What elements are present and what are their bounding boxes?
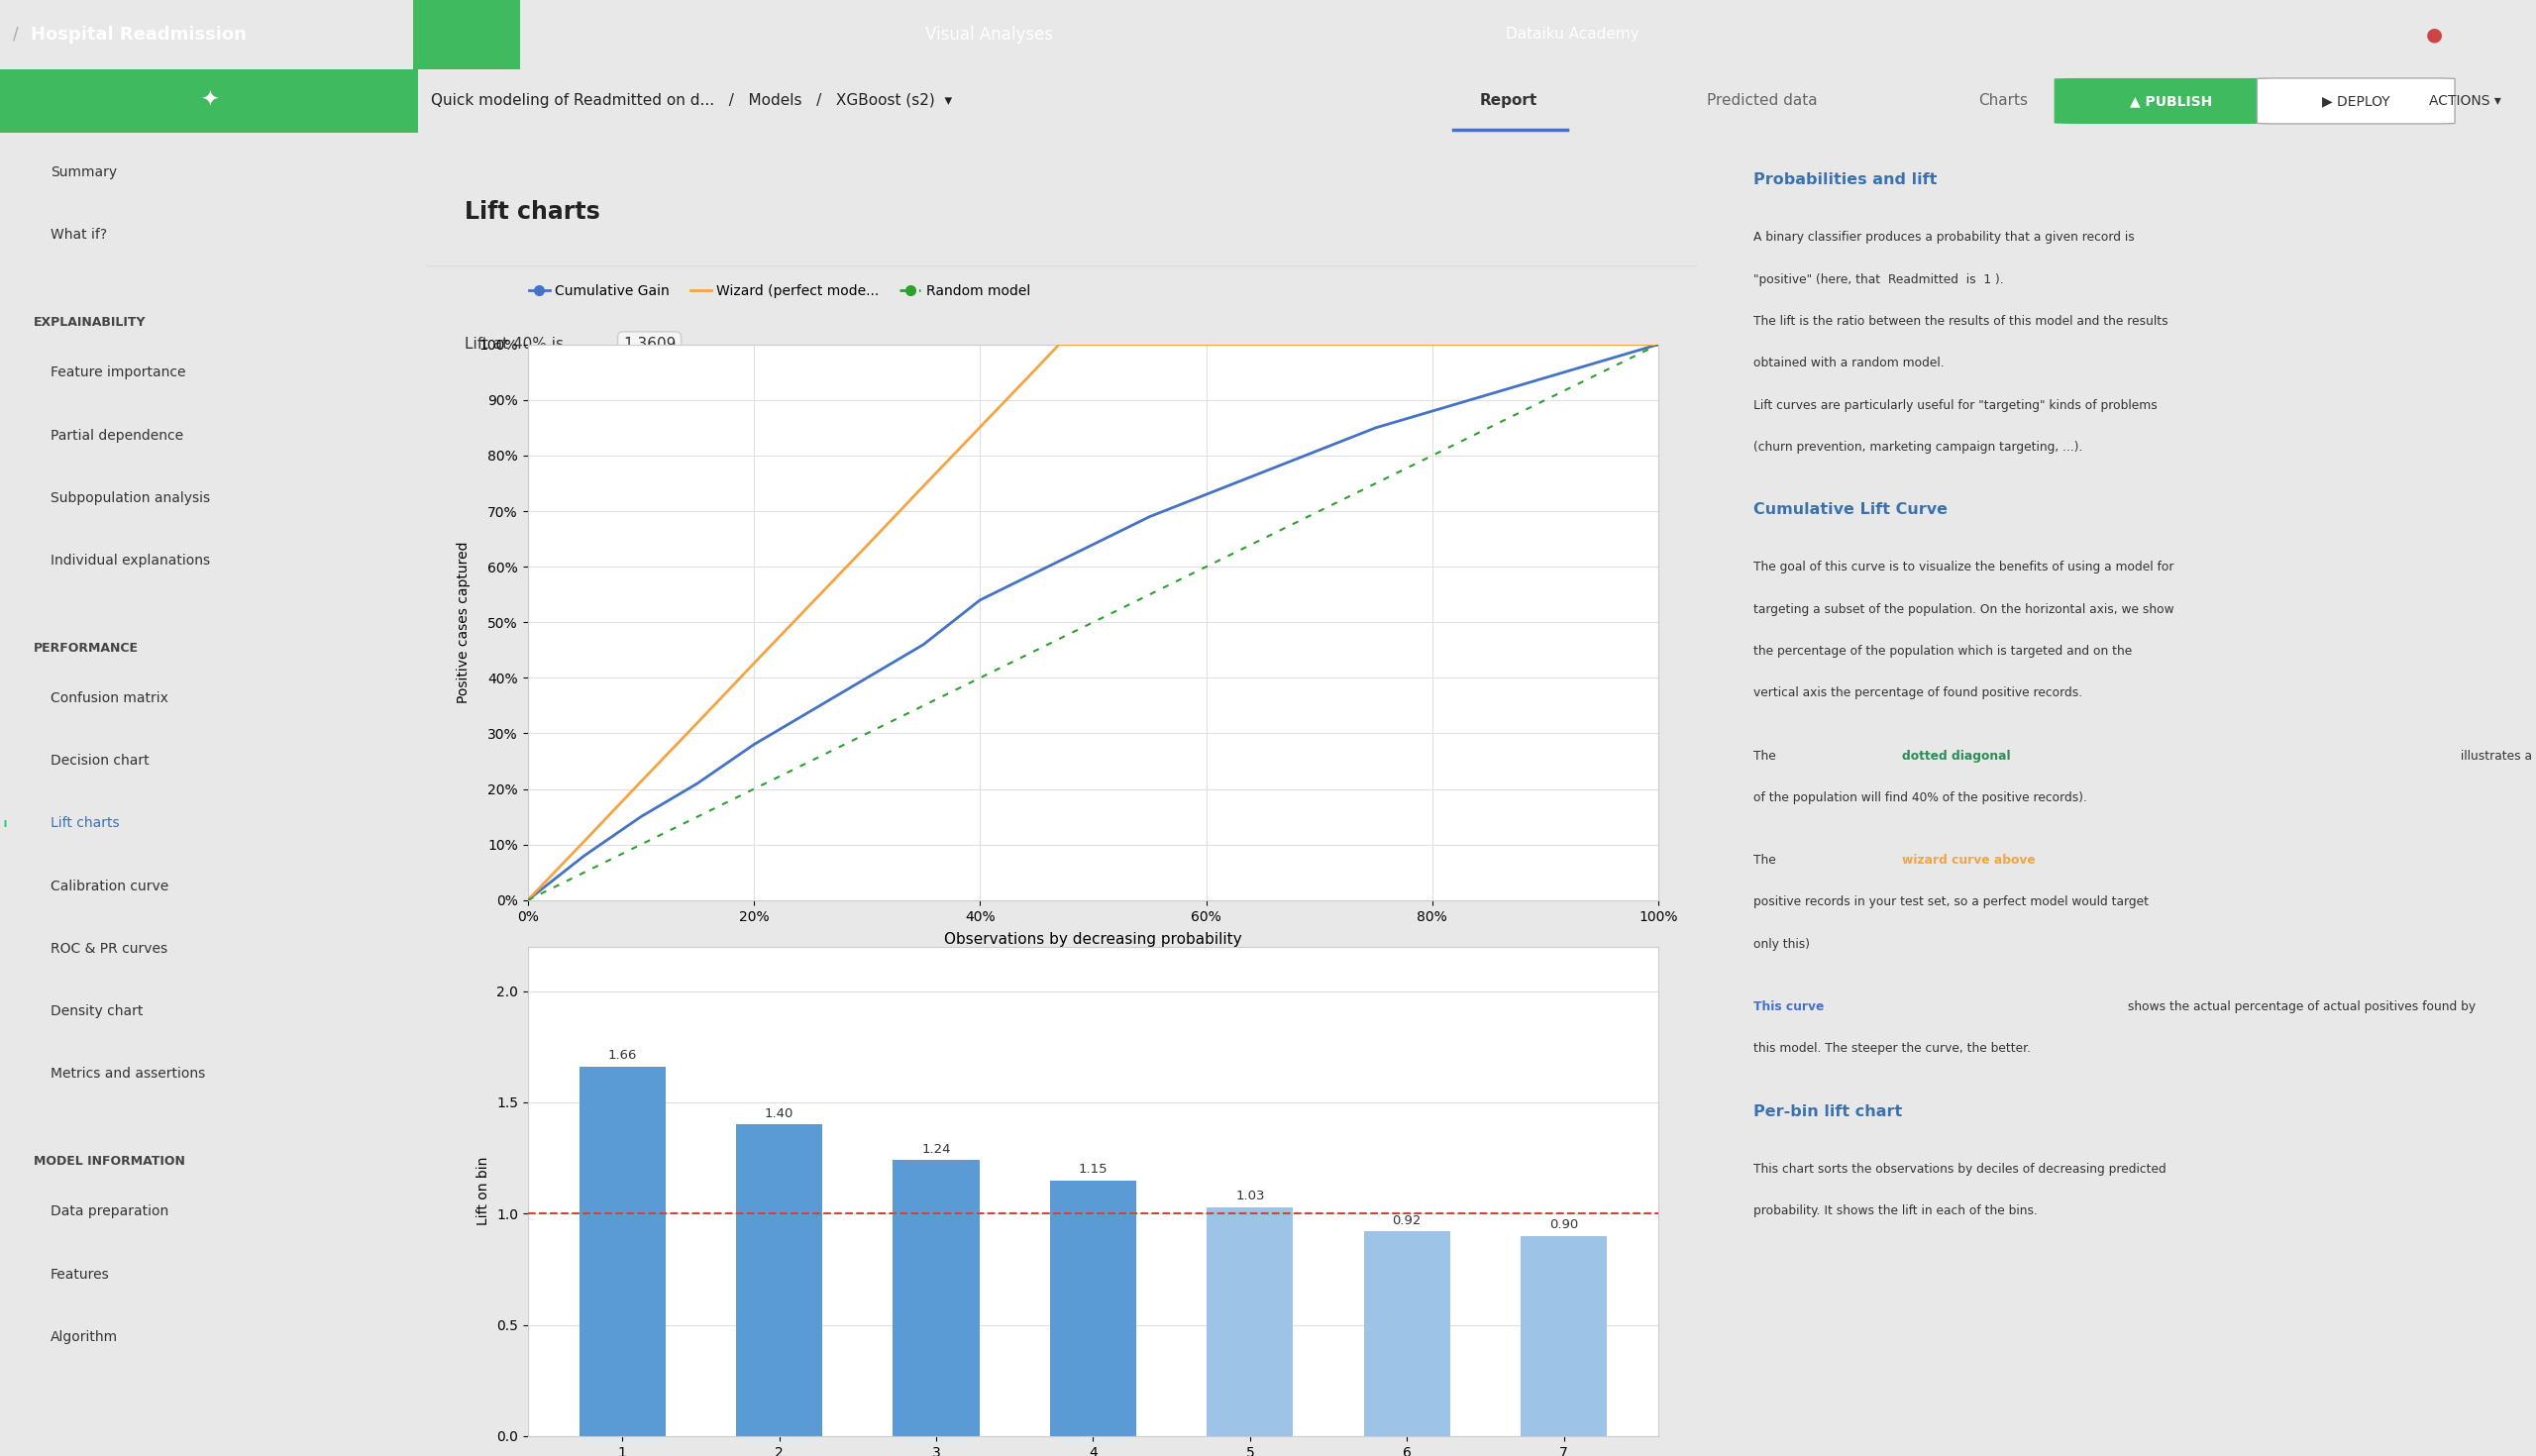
Text: ROC & PR curves: ROC & PR curves	[51, 942, 167, 955]
Text: Partial dependence: Partial dependence	[51, 428, 183, 443]
Text: "positive" (here, that  Readmitted  is  1 ).: "positive" (here, that Readmitted is 1 )…	[1755, 274, 2003, 285]
Text: positive records in your test set, so a perfect model would target: positive records in your test set, so a …	[1755, 895, 2148, 909]
Text: The: The	[1755, 750, 1780, 761]
Text: Summary: Summary	[51, 166, 117, 179]
Text: Calibration curve: Calibration curve	[51, 879, 167, 893]
Text: Decision chart: Decision chart	[51, 754, 150, 767]
Text: wizard curve above: wizard curve above	[1902, 855, 2034, 866]
Text: Lift charts: Lift charts	[464, 199, 598, 224]
Text: PERFORMANCE: PERFORMANCE	[33, 642, 139, 655]
Text: ▶ DEPLOY: ▶ DEPLOY	[2323, 95, 2389, 108]
Text: 1.3609: 1.3609	[624, 336, 677, 352]
Y-axis label: Positive cases captured: Positive cases captured	[456, 542, 472, 703]
Bar	[0, 70, 418, 132]
Text: Feature importance: Feature importance	[51, 365, 185, 380]
Text: Dataiku Academy: Dataiku Academy	[1506, 28, 1638, 42]
Text: 0.92: 0.92	[1392, 1214, 1423, 1227]
Text: Charts: Charts	[1978, 93, 2029, 108]
Text: 1.15: 1.15	[1078, 1163, 1108, 1176]
Text: ●: ●	[2427, 25, 2442, 44]
Text: The: The	[1755, 855, 1780, 866]
Text: Subpopulation analysis: Subpopulation analysis	[51, 491, 210, 505]
Bar	[893, 1160, 979, 1436]
X-axis label: Observations by decreasing probability: Observations by decreasing probability	[943, 932, 1243, 946]
Text: 0.90: 0.90	[1549, 1219, 1577, 1232]
Bar	[1050, 1181, 1136, 1436]
Text: Hospital Readmission: Hospital Readmission	[30, 26, 246, 44]
Text: The lift is the ratio between the results of this model and the results: The lift is the ratio between the result…	[1755, 314, 2168, 328]
Text: Features: Features	[51, 1268, 109, 1281]
Text: probability. It shows the lift in each of the bins.: probability. It shows the lift in each o…	[1755, 1204, 2039, 1217]
Bar	[1364, 1232, 1451, 1436]
Text: Probabilities and lift: Probabilities and lift	[1755, 173, 1938, 188]
Text: ▲ PUBLISH: ▲ PUBLISH	[2130, 95, 2211, 108]
Text: the percentage of the population which is targeted and on the: the percentage of the population which i…	[1755, 645, 2133, 658]
Legend: Cumulative Gain, Wizard (perfect mode..., Random model: Cumulative Gain, Wizard (perfect mode...…	[522, 280, 1035, 304]
Text: obtained with a random model.: obtained with a random model.	[1755, 357, 1945, 370]
Text: illustrates a random model (i.e., targeting 40%: illustrates a random model (i.e., target…	[2457, 750, 2536, 761]
Text: This chart sorts the observations by deciles of decreasing predicted: This chart sorts the observations by dec…	[1755, 1163, 2166, 1175]
Text: Report: Report	[1481, 93, 1537, 108]
Text: Lift at 40% is: Lift at 40% is	[464, 336, 573, 352]
Text: Confusion matrix: Confusion matrix	[51, 692, 167, 705]
Text: ACTIONS ▾: ACTIONS ▾	[2429, 95, 2500, 108]
Text: Data preparation: Data preparation	[51, 1206, 167, 1219]
Text: Density chart: Density chart	[51, 1005, 142, 1018]
Text: Lift curves are particularly useful for "targeting" kinds of problems: Lift curves are particularly useful for …	[1755, 399, 2158, 412]
Text: .: .	[725, 336, 730, 352]
Text: A binary classifier produces a probability that a given record is: A binary classifier produces a probabili…	[1755, 232, 2135, 245]
Text: (churn prevention, marketing campaign targeting, ...).: (churn prevention, marketing campaign ta…	[1755, 441, 2082, 454]
Text: The goal of this curve is to visualize the benefits of using a model for: The goal of this curve is to visualize t…	[1755, 561, 2173, 574]
Text: Algorithm: Algorithm	[51, 1331, 117, 1344]
FancyBboxPatch shape	[2054, 79, 2287, 124]
Text: MODEL INFORMATION: MODEL INFORMATION	[33, 1155, 185, 1168]
Text: only this): only this)	[1755, 938, 1811, 951]
Text: targeting a subset of the population. On the horizontal axis, we show: targeting a subset of the population. On…	[1755, 603, 2173, 616]
Bar	[413, 0, 520, 70]
Text: What if?: What if?	[51, 229, 107, 242]
Text: 1.24: 1.24	[921, 1143, 951, 1156]
Bar	[578, 1067, 664, 1436]
Text: EXPLAINABILITY: EXPLAINABILITY	[33, 316, 147, 329]
Text: Metrics and assertions: Metrics and assertions	[51, 1067, 205, 1080]
Text: dotted diagonal: dotted diagonal	[1902, 750, 2011, 761]
Y-axis label: Lift on bin: Lift on bin	[477, 1158, 492, 1226]
Text: Cumulative Lift Curve: Cumulative Lift Curve	[1755, 502, 1948, 517]
Text: Lift charts: Lift charts	[51, 817, 119, 830]
Text: ✦: ✦	[200, 92, 218, 111]
Text: This curve: This curve	[1755, 1000, 1823, 1013]
Text: 1.66: 1.66	[609, 1050, 637, 1063]
Text: Per-bin lift chart: Per-bin lift chart	[1755, 1104, 1902, 1118]
Text: shows the actual percentage of actual positives found by: shows the actual percentage of actual po…	[2123, 1000, 2475, 1013]
Text: Visual Analyses: Visual Analyses	[926, 26, 1052, 44]
FancyBboxPatch shape	[2257, 79, 2455, 124]
Text: this model. The steeper the curve, the better.: this model. The steeper the curve, the b…	[1755, 1042, 2031, 1056]
Text: of the population will find 40% of the positive records).: of the population will find 40% of the p…	[1755, 791, 2087, 804]
Text: Quick modeling of Readmitted on d...   /   Models   /   XGBoost (s2)  ▾: Quick modeling of Readmitted on d... / M…	[431, 93, 954, 108]
Bar	[1207, 1207, 1293, 1436]
Bar	[1522, 1236, 1608, 1436]
Text: Individual explanations: Individual explanations	[51, 553, 210, 568]
Text: 1.03: 1.03	[1235, 1190, 1265, 1203]
Text: 1.40: 1.40	[766, 1107, 794, 1120]
Text: /: /	[13, 26, 18, 44]
Bar	[735, 1124, 822, 1436]
Text: vertical axis the percentage of found positive records.: vertical axis the percentage of found po…	[1755, 686, 2082, 699]
Text: Predicted data: Predicted data	[1707, 93, 1818, 108]
